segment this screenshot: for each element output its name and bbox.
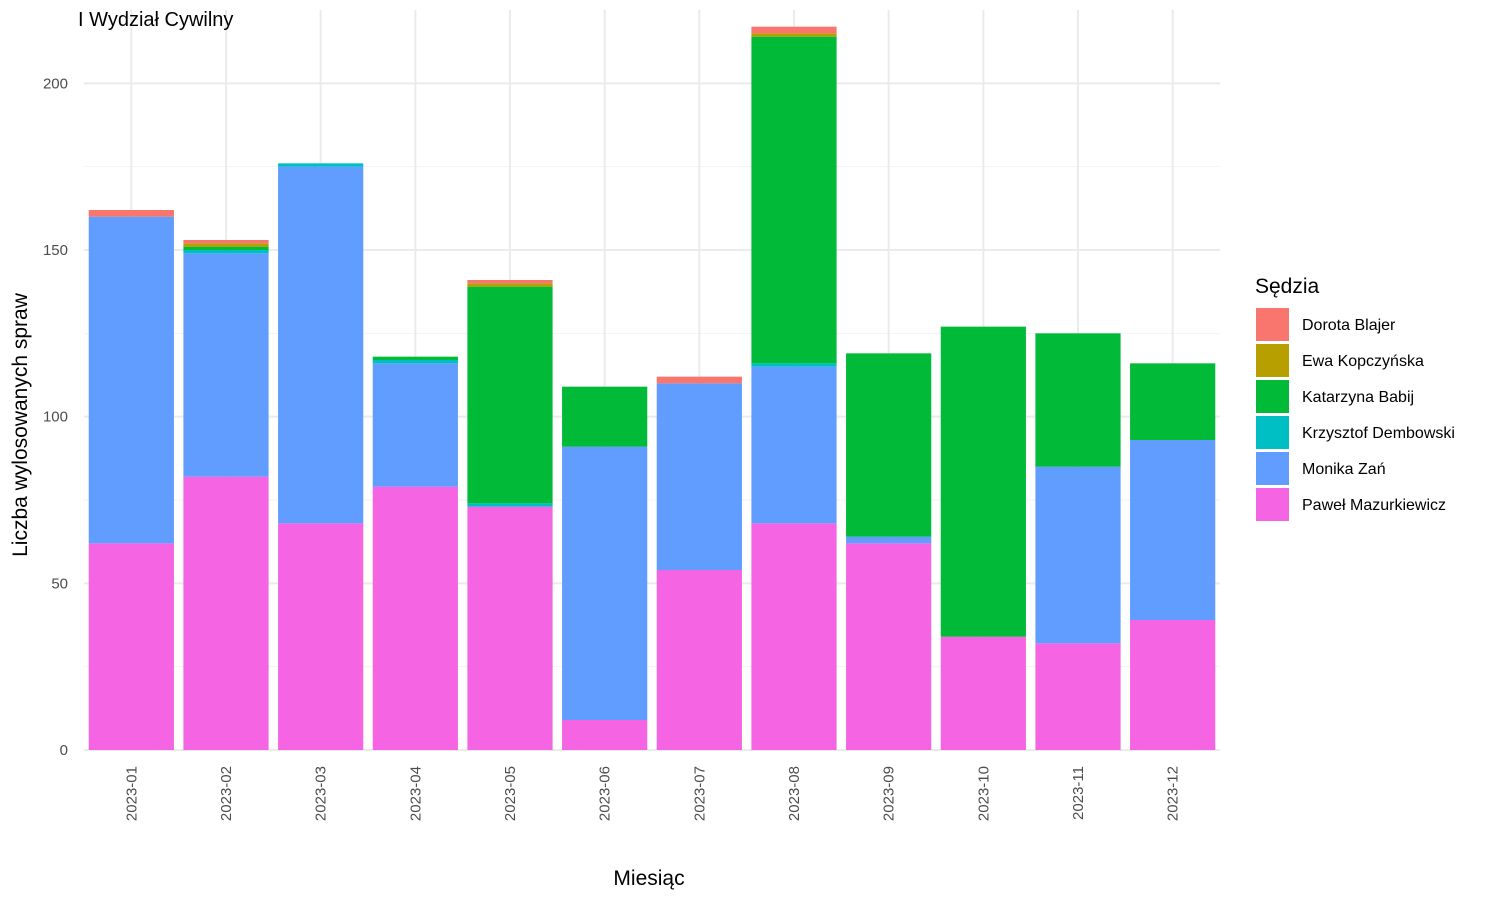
x-tick-label: 2023-05 xyxy=(502,766,519,821)
x-tick-label: 2023-06 xyxy=(597,766,614,821)
bar-segment xyxy=(467,280,553,284)
bar-segment xyxy=(940,326,1026,637)
x-tick-label: 2023-04 xyxy=(407,766,424,821)
x-tick-label: 2023-03 xyxy=(313,766,330,821)
bar-segment xyxy=(940,636,1026,750)
x-tick-label: 2023-08 xyxy=(786,766,803,821)
bar-segment xyxy=(846,536,932,544)
bar-segment xyxy=(183,246,269,250)
legend-swatch xyxy=(1256,416,1289,449)
bar-segment xyxy=(1035,466,1121,644)
bar-segment xyxy=(183,243,269,247)
bar-segment xyxy=(183,250,269,254)
x-tick-label: 2023-07 xyxy=(691,766,708,821)
y-tick-label: 100 xyxy=(43,409,68,426)
bar-segment xyxy=(1130,620,1216,750)
bar-segment xyxy=(372,486,458,750)
bar-segment xyxy=(562,446,648,720)
bar-segment xyxy=(467,506,553,750)
bar-segment xyxy=(88,543,174,750)
legend-label: Monika Zań xyxy=(1302,461,1386,478)
bar-segment xyxy=(88,216,174,544)
x-tick-label: 2023-09 xyxy=(881,766,898,821)
y-tick-label: 50 xyxy=(51,575,68,592)
bar-segment xyxy=(751,523,837,750)
bar-segment xyxy=(278,523,364,750)
legend-label: Katarzyna Babij xyxy=(1302,389,1414,406)
x-axis-title: Miesiąc xyxy=(613,867,684,890)
bar-segment xyxy=(751,36,837,364)
bar-segment xyxy=(278,163,364,167)
x-tick-label: 2023-02 xyxy=(218,766,235,821)
legend-label: Ewa Kopczyńska xyxy=(1302,353,1424,370)
x-tick-label: 2023-12 xyxy=(1165,766,1182,821)
chart-title: I Wydział Cywilny xyxy=(78,9,233,31)
bar-segment xyxy=(1130,363,1216,440)
bar-segment xyxy=(372,356,458,360)
legend-label: Paweł Mazurkiewicz xyxy=(1302,497,1446,514)
bar-segment xyxy=(751,363,837,367)
bar-segment xyxy=(562,386,648,447)
bar-segment xyxy=(1035,333,1121,467)
x-axis-ticks: 2023-01 2023-02 2023-03 2023-04 2023-05 2023-… xyxy=(123,766,1181,821)
bar-segment xyxy=(846,543,932,750)
bar-segment xyxy=(1130,440,1216,620)
legend-label: Krzysztof Dembowski xyxy=(1302,425,1455,442)
y-tick-label: 200 xyxy=(43,75,68,92)
y-axis-title: Liczba wylosowanych spraw xyxy=(9,292,32,557)
bar-segment xyxy=(88,210,174,217)
legend: Sędzia Dorota Blajer Ewa Kopczyńska Katarz… xyxy=(1255,275,1455,521)
y-axis-ticks: 0 50 100 150 200 xyxy=(43,75,68,759)
legend-label: Dorota Blajer xyxy=(1302,317,1396,334)
legend-swatch xyxy=(1256,344,1289,377)
bar-segment xyxy=(562,720,648,750)
bar-segment xyxy=(372,360,458,364)
y-tick-label: 150 xyxy=(43,242,68,259)
bar-segment xyxy=(656,383,742,570)
bar-segment xyxy=(656,376,742,384)
bar-segment xyxy=(1035,643,1121,750)
bar-segment xyxy=(183,253,269,477)
bar-segment xyxy=(467,286,553,504)
y-tick-label: 0 xyxy=(60,742,68,759)
legend-swatch xyxy=(1256,452,1289,485)
bar-segment xyxy=(751,33,837,37)
legend-title: Sędzia xyxy=(1255,275,1320,298)
bar-segment xyxy=(183,476,269,750)
legend-swatch xyxy=(1256,488,1289,521)
bar-segment xyxy=(656,570,742,750)
bar-segment xyxy=(372,363,458,487)
bar-segment xyxy=(846,353,932,537)
x-tick-label: 2023-11 xyxy=(1070,766,1087,820)
legend-swatch xyxy=(1256,308,1289,341)
bars xyxy=(88,26,1216,750)
x-tick-label: 2023-01 xyxy=(123,766,140,821)
bar-segment xyxy=(467,283,553,287)
bar-segment xyxy=(467,503,553,507)
x-tick-label: 2023-10 xyxy=(975,766,992,821)
legend-swatch xyxy=(1256,380,1289,413)
bar-segment xyxy=(278,166,364,524)
bar-segment xyxy=(751,26,837,34)
bar-segment xyxy=(183,240,269,244)
bar-segment xyxy=(751,366,837,524)
